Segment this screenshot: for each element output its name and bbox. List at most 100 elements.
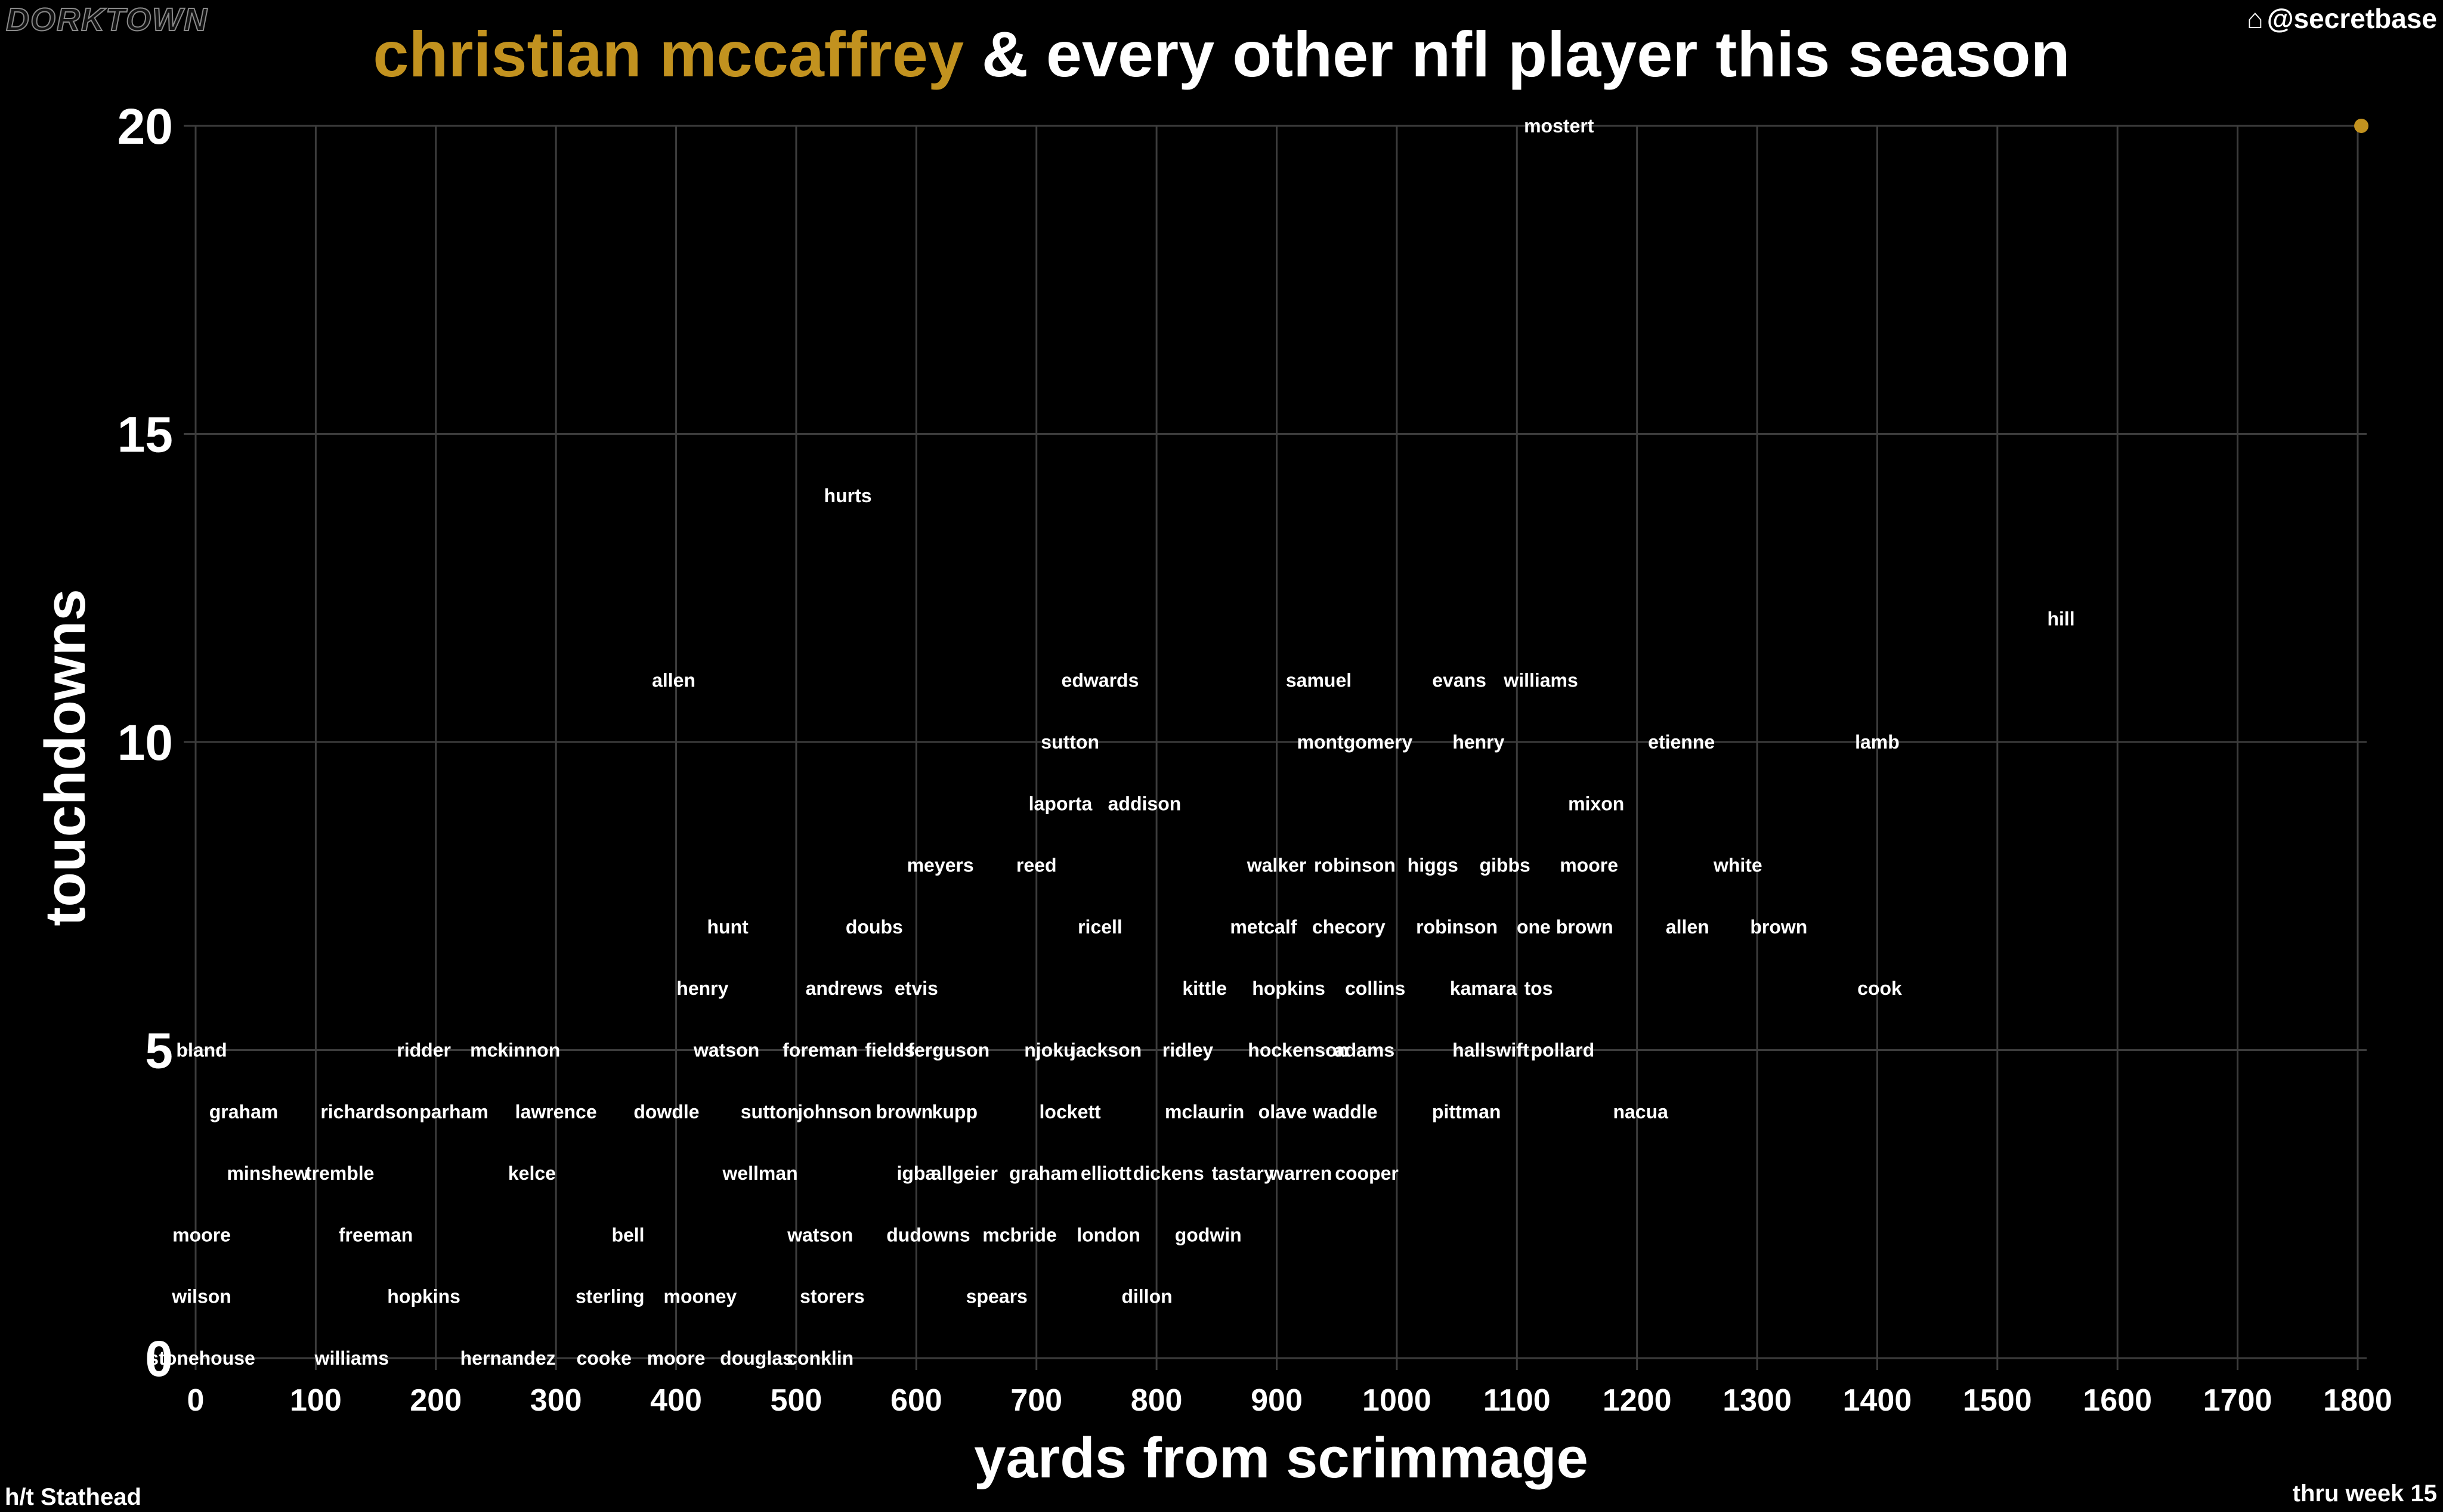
player-label: hall: [1452, 1040, 1485, 1061]
player-label: olave: [1258, 1101, 1307, 1123]
player-label: addison: [1108, 793, 1182, 814]
x-tick-label: 1000: [1362, 1383, 1431, 1418]
player-label: dillon: [1121, 1286, 1172, 1307]
mccaffrey-point: [2354, 119, 2369, 133]
x-tick-label: 700: [1010, 1383, 1062, 1418]
x-tick-label: 900: [1251, 1383, 1303, 1418]
player-label: conklin: [787, 1347, 853, 1369]
y-tick-label: 20: [117, 98, 173, 154]
player-label: spears: [966, 1286, 1028, 1307]
player-label: allen: [652, 670, 695, 691]
player-label: adams: [1334, 1040, 1394, 1061]
player-label: hopkins: [387, 1286, 460, 1307]
player-label: montgomery: [1297, 731, 1413, 753]
player-label: brown: [876, 1101, 933, 1123]
player-label: samuel: [1286, 670, 1352, 691]
player-label: stonehouse: [148, 1347, 255, 1369]
y-axis-label: touchdowns: [33, 589, 97, 926]
player-label: robinson: [1416, 916, 1498, 938]
player-label: moore: [647, 1347, 706, 1369]
player-label: hunt: [707, 916, 749, 938]
player-label: henry: [1452, 731, 1504, 753]
player-label: mixon: [1568, 793, 1624, 814]
player-label: allgeier: [931, 1162, 998, 1184]
player-label: fields: [865, 1040, 915, 1061]
player-label: kupp: [932, 1101, 978, 1123]
player-label: laporta: [1029, 793, 1093, 814]
player-label: parham: [419, 1101, 488, 1123]
player-label: freeman: [339, 1224, 413, 1245]
player-label: tos: [1524, 978, 1553, 999]
player-label: reed: [1016, 855, 1057, 876]
player-label: andrews: [806, 978, 883, 999]
player-label: walker: [1247, 855, 1307, 876]
player-label: moore: [1560, 855, 1618, 876]
player-label: hurts: [824, 485, 872, 506]
player-label: minshew: [227, 1162, 308, 1184]
player-label: cook: [1857, 978, 1902, 999]
player-label: graham: [209, 1101, 279, 1123]
handle-text: @secretbase: [2266, 3, 2437, 34]
player-label: one brown: [1517, 916, 1613, 938]
player-label: hockenson: [1248, 1040, 1349, 1061]
y-tick-label: 15: [117, 407, 173, 463]
x-tick-label: 1200: [1603, 1383, 1672, 1418]
x-tick-label: 1300: [1723, 1383, 1792, 1418]
player-label: jackson: [1070, 1040, 1142, 1061]
player-label: dowdle: [633, 1101, 699, 1123]
player-label: wellman: [722, 1162, 797, 1184]
player-label: mcbride: [982, 1224, 1056, 1245]
x-tick-label: 100: [290, 1383, 342, 1418]
player-label: watson: [787, 1224, 853, 1245]
player-label: ridder: [397, 1040, 451, 1061]
player-label: watson: [693, 1040, 759, 1061]
player-label: evans: [1432, 670, 1486, 691]
player-label: kelce: [508, 1162, 556, 1184]
x-tick-label: 0: [187, 1383, 205, 1418]
player-label: dudowns: [886, 1224, 970, 1245]
player-label: robinson: [1314, 855, 1396, 876]
player-label: bland: [176, 1040, 227, 1061]
player-label: waddle: [1312, 1101, 1377, 1123]
player-label: gibbs: [1479, 855, 1530, 876]
dorktown-logo: DORKTOWN: [5, 1, 208, 38]
player-label: mostert: [1524, 115, 1594, 137]
title-rest: & every other nfl player this season: [963, 18, 2070, 90]
player-label: hopkins: [1252, 978, 1325, 999]
title-highlight: christian mccaffrey: [373, 18, 964, 90]
player-label: sterling: [576, 1286, 645, 1307]
player-label: dickens: [1133, 1162, 1204, 1184]
player-label: elliott: [1081, 1162, 1132, 1184]
x-tick-label: 1400: [1843, 1383, 1912, 1418]
player-label: richardson: [320, 1101, 419, 1123]
player-label: cooke: [576, 1347, 631, 1369]
player-label: ridley: [1162, 1040, 1214, 1061]
player-label: lockett: [1040, 1101, 1101, 1123]
player-label: sutton: [1041, 731, 1099, 753]
player-label: pollard: [1530, 1040, 1594, 1061]
x-tick-label: 500: [771, 1383, 822, 1418]
player-label: hernandez: [460, 1347, 556, 1369]
y-tick-label: 5: [145, 1023, 173, 1079]
player-label: igba: [896, 1162, 936, 1184]
player-label: white: [1713, 855, 1762, 876]
player-label: njoku: [1024, 1040, 1075, 1061]
player-label: williams: [314, 1347, 389, 1369]
x-axis-label: yards from scrimmage: [974, 1426, 1588, 1490]
player-label: williams: [1503, 670, 1578, 691]
player-label: warren: [1269, 1162, 1332, 1184]
player-label: mclaurin: [1165, 1101, 1244, 1123]
player-label: hill: [2047, 608, 2074, 629]
player-label: tremble: [305, 1162, 375, 1184]
player-label: etvis: [895, 978, 938, 999]
x-tick-label: 400: [650, 1383, 702, 1418]
credit-text: h/t Stathead: [5, 1484, 141, 1510]
player-label: checory: [1312, 916, 1386, 938]
player-label: edwards: [1062, 670, 1139, 691]
player-label: henry: [676, 978, 728, 999]
player-label: london: [1077, 1224, 1140, 1245]
player-label: ricell: [1078, 916, 1122, 938]
player-label: allen: [1666, 916, 1709, 938]
player-label: higgs: [1408, 855, 1458, 876]
